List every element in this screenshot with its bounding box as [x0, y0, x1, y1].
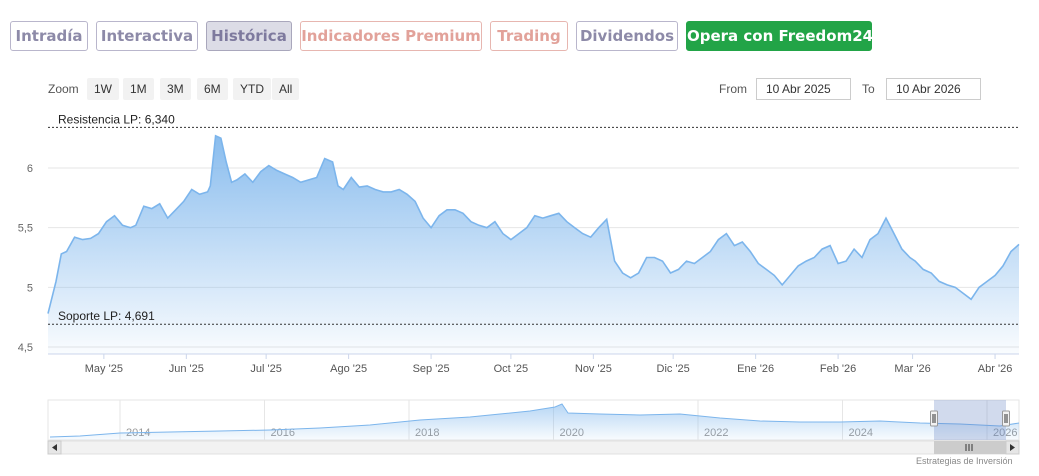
- x-tick-label: Jun '25: [169, 363, 204, 375]
- to-label: To: [862, 82, 875, 96]
- x-tick-label: Dic '25: [657, 363, 690, 375]
- zoom-label: Zoom: [48, 82, 79, 96]
- zoom-3m-button[interactable]: 3M: [160, 78, 191, 100]
- zoom-1m-button[interactable]: 1M: [123, 78, 154, 100]
- x-tick-label: May '25: [85, 363, 123, 375]
- scrollbar-thumb: [934, 441, 1006, 454]
- scrollbar-track: [47, 440, 1020, 455]
- from-label: From: [719, 82, 747, 96]
- to-date-input[interactable]: [886, 78, 981, 100]
- resistance-label: Resistencia LP: 6,340: [58, 112, 175, 126]
- tab-interactiva[interactable]: Interactiva: [96, 21, 198, 51]
- tab-trading[interactable]: Trading: [490, 21, 568, 51]
- navigator-area: [50, 404, 1019, 440]
- tab-dividendos[interactable]: Dividendos: [576, 21, 678, 51]
- tab-indicadores-premium[interactable]: Indicadores Premium: [300, 21, 482, 51]
- navigator-handle-right: [1002, 410, 1010, 427]
- from-date-input[interactable]: [756, 78, 851, 100]
- zoom-6m-button[interactable]: 6M: [197, 78, 228, 100]
- navigator-selection: [934, 400, 1006, 440]
- zoom-ytd-button[interactable]: YTD: [233, 78, 271, 100]
- x-tick-label: Ene '26: [737, 363, 774, 375]
- scroll-left-arrow-icon: [52, 444, 57, 451]
- y-axis: 4,5 5 5,5 6: [18, 163, 33, 354]
- x-tick-label: Mar '26: [894, 363, 930, 375]
- x-tick-label: Jul '25: [250, 363, 281, 375]
- x-tick-label: Abr '26: [978, 363, 1013, 375]
- series-line: [47, 134, 1020, 314]
- x-axis: May '25 Jun '25 Jul '25 Ago '25 Sep '25 Oct '…: [85, 354, 1013, 375]
- x-tick-label: Nov '25: [575, 363, 612, 375]
- x-tick-label: Ago '25: [330, 363, 367, 375]
- scroll-right-arrow-icon: [1010, 444, 1015, 451]
- tab-historica[interactable]: Histórica: [206, 21, 292, 51]
- x-tick-label: Oct '25: [494, 363, 529, 375]
- y-tick-label: 5,5: [18, 223, 33, 235]
- navigator-line: [49, 403, 1020, 438]
- series-area: [48, 135, 1019, 354]
- x-tick-label: Feb '26: [820, 363, 856, 375]
- x-tick-label: Sep '25: [413, 363, 450, 375]
- tab-intradia[interactable]: Intradía: [10, 21, 88, 51]
- support-label: Soporte LP: 4,691: [58, 309, 155, 323]
- zoom-all-button[interactable]: All: [272, 78, 300, 100]
- navigator[interactable]: 2014201620182020202220242026: [47, 399, 1020, 455]
- price-series: [47, 134, 1020, 354]
- zoom-1w-button[interactable]: 1W: [87, 78, 119, 100]
- y-tick-label: 6: [27, 163, 33, 175]
- opera-freedom24-button[interactable]: Opera con Freedom24: [686, 21, 873, 51]
- y-tick-label: 5: [27, 282, 33, 294]
- navigator-handle-left: [930, 410, 938, 427]
- credit-text: Estrategias de Inversión: [916, 456, 1013, 466]
- y-tick-label: 4,5: [18, 342, 33, 354]
- support-resistance-lines: Resistencia LP: 6,340 Soporte LP: 4,691: [48, 112, 1019, 325]
